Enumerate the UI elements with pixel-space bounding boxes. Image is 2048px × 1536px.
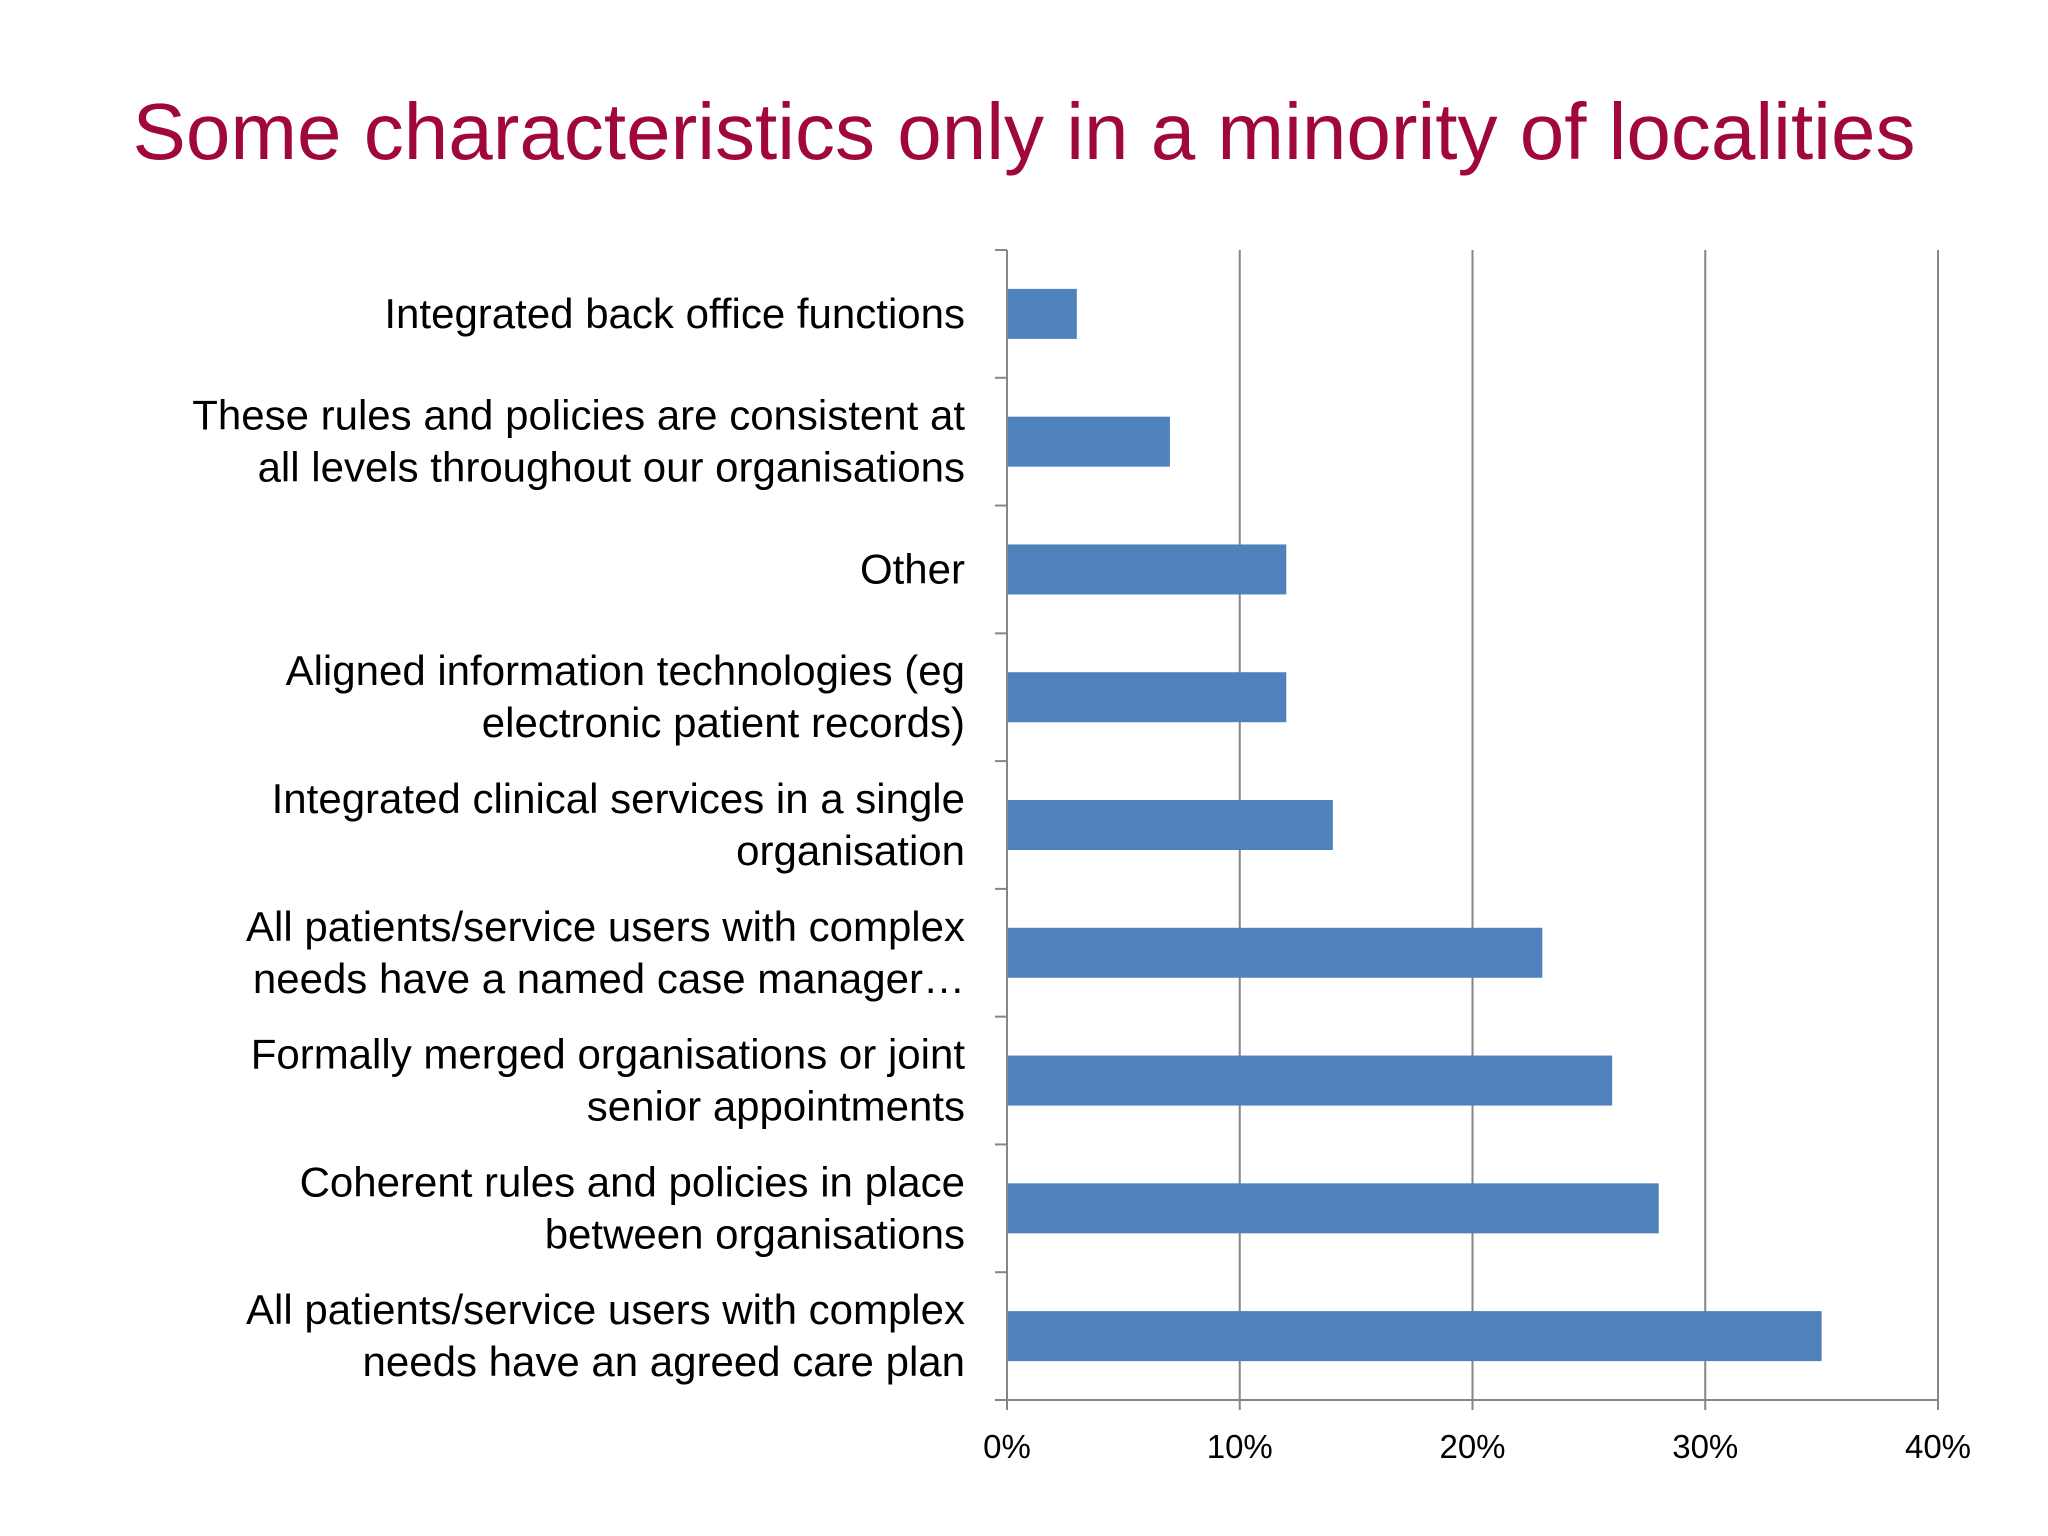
- category-label-line: Integrated clinical services in a single: [272, 775, 965, 822]
- x-tick-label: 0%: [983, 1428, 1031, 1465]
- bar: [1007, 927, 1543, 978]
- bar: [1007, 1055, 1613, 1106]
- category-label-line: electronic patient records): [482, 699, 965, 746]
- category-label: Formally merged organisations or joint se…: [251, 1031, 966, 1130]
- category-label: Other: [860, 545, 965, 592]
- category-label: All patients/service users with complex n…: [246, 1286, 965, 1385]
- category-label-line: senior appointments: [587, 1083, 965, 1130]
- chart-title: Some characteristics only in a minority …: [132, 87, 1916, 176]
- category-label-line: Other: [860, 545, 965, 592]
- category-label-line: needs have a named case manager…: [253, 955, 965, 1002]
- category-label: Coherent rules and policies in place betw…: [300, 1158, 965, 1257]
- category-labels: Integrated back office functions These ru…: [192, 290, 965, 1385]
- bar: [1007, 1311, 1822, 1362]
- bar: [1007, 800, 1333, 850]
- category-label: All patients/service users with complex n…: [246, 903, 965, 1002]
- category-label-line: between organisations: [545, 1210, 965, 1257]
- bar: [1007, 416, 1170, 467]
- bar: [1007, 288, 1077, 339]
- x-tick-label: 20%: [1439, 1428, 1505, 1465]
- category-label-line: Coherent rules and policies in place: [300, 1158, 965, 1205]
- category-label-line: all levels throughout our organisations: [258, 444, 965, 491]
- x-tick-label: 30%: [1672, 1428, 1738, 1465]
- category-label: Aligned information technologies (eg elec…: [286, 647, 965, 746]
- bar: [1007, 544, 1287, 595]
- category-label-line: Aligned information technologies (eg: [286, 647, 965, 694]
- category-label-line: Formally merged organisations or joint: [251, 1031, 966, 1078]
- category-label-line: All patients/service users with complex: [246, 1286, 965, 1333]
- x-tick-label: 10%: [1207, 1428, 1273, 1465]
- bar: [1007, 1183, 1659, 1234]
- bar: [1007, 672, 1287, 723]
- category-label-line: These rules and policies are consistent …: [192, 392, 965, 439]
- category-label-line: organisation: [736, 827, 965, 874]
- category-label-line: Integrated back office functions: [384, 290, 965, 337]
- axes: [995, 249, 1939, 1410]
- category-label-line: All patients/service users with complex: [246, 903, 965, 950]
- category-label-line: needs have an agreed care plan: [363, 1338, 965, 1385]
- category-label: Integrated clinical services in a single…: [272, 775, 965, 874]
- x-tick-label: 40%: [1905, 1428, 1971, 1465]
- category-label: Integrated back office functions: [384, 290, 965, 337]
- category-label: These rules and policies are consistent …: [192, 392, 965, 491]
- x-tick-labels: 0% 10% 20% 30% 40%: [983, 1428, 1971, 1465]
- bars: [1007, 288, 1822, 1362]
